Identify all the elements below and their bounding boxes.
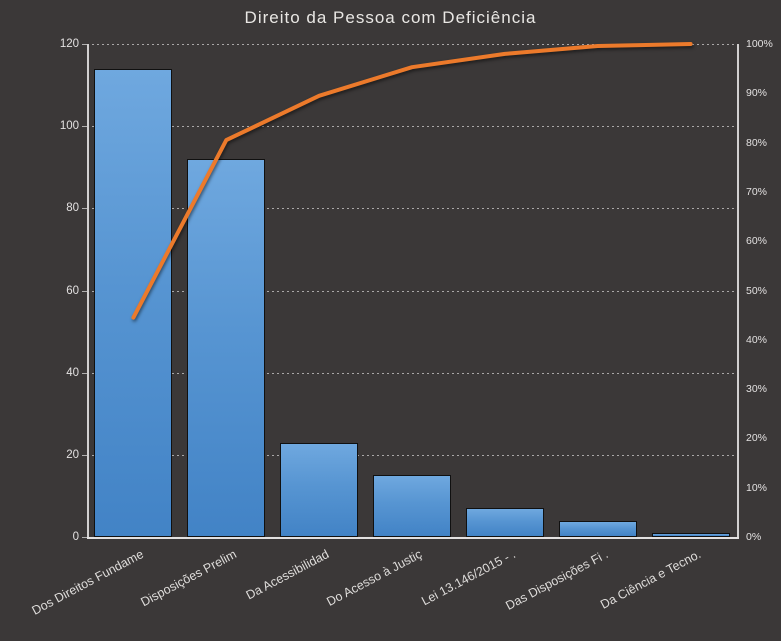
right-axis-label: 20% <box>746 432 768 445</box>
right-axis-label: 100% <box>746 38 773 50</box>
left-axis-label: 80 <box>66 202 79 215</box>
left-axis-label: 20 <box>66 448 79 461</box>
gridline <box>87 208 737 209</box>
bar <box>187 159 266 537</box>
bar <box>280 442 359 537</box>
right-axis-label: 30% <box>746 383 768 396</box>
bar <box>558 520 637 537</box>
left-axis-label: 0 <box>72 531 79 543</box>
gridline <box>87 455 737 456</box>
gridline <box>87 291 737 292</box>
bar <box>465 508 544 537</box>
right-axis-label: 80% <box>746 136 768 149</box>
bar <box>651 532 730 537</box>
gridline <box>87 373 737 374</box>
gridline <box>87 126 737 127</box>
bar <box>94 68 173 537</box>
right-axis-label: 40% <box>746 333 768 346</box>
right-axis-label: 90% <box>746 87 768 100</box>
left-axis-tick <box>82 208 87 209</box>
left-axis-tick <box>82 44 87 45</box>
chart-title: Direito da Pessoa com Deficiência <box>244 8 537 27</box>
left-axis-tick <box>82 455 87 456</box>
gridline <box>87 44 737 45</box>
left-axis-label: 100 <box>59 120 79 133</box>
left-axis-label: 120 <box>59 38 79 50</box>
right-axis-label: 60% <box>746 235 768 248</box>
right-axis-label: 70% <box>746 185 768 198</box>
right-axis-label: 50% <box>746 284 768 297</box>
left-axis-line <box>87 44 89 537</box>
left-axis-label: 40 <box>66 366 79 379</box>
left-axis-label: 60 <box>66 284 79 297</box>
bar <box>373 475 451 537</box>
right-axis-label: 0% <box>746 531 762 543</box>
right-axis-label: 10% <box>746 481 768 494</box>
left-axis-tick <box>82 291 87 292</box>
x-axis-line <box>87 537 739 539</box>
cumulative-line <box>131 42 693 320</box>
right-axis-line <box>737 44 739 537</box>
left-axis-tick <box>82 373 87 374</box>
left-axis-tick <box>82 537 87 538</box>
left-axis-tick <box>82 126 87 127</box>
